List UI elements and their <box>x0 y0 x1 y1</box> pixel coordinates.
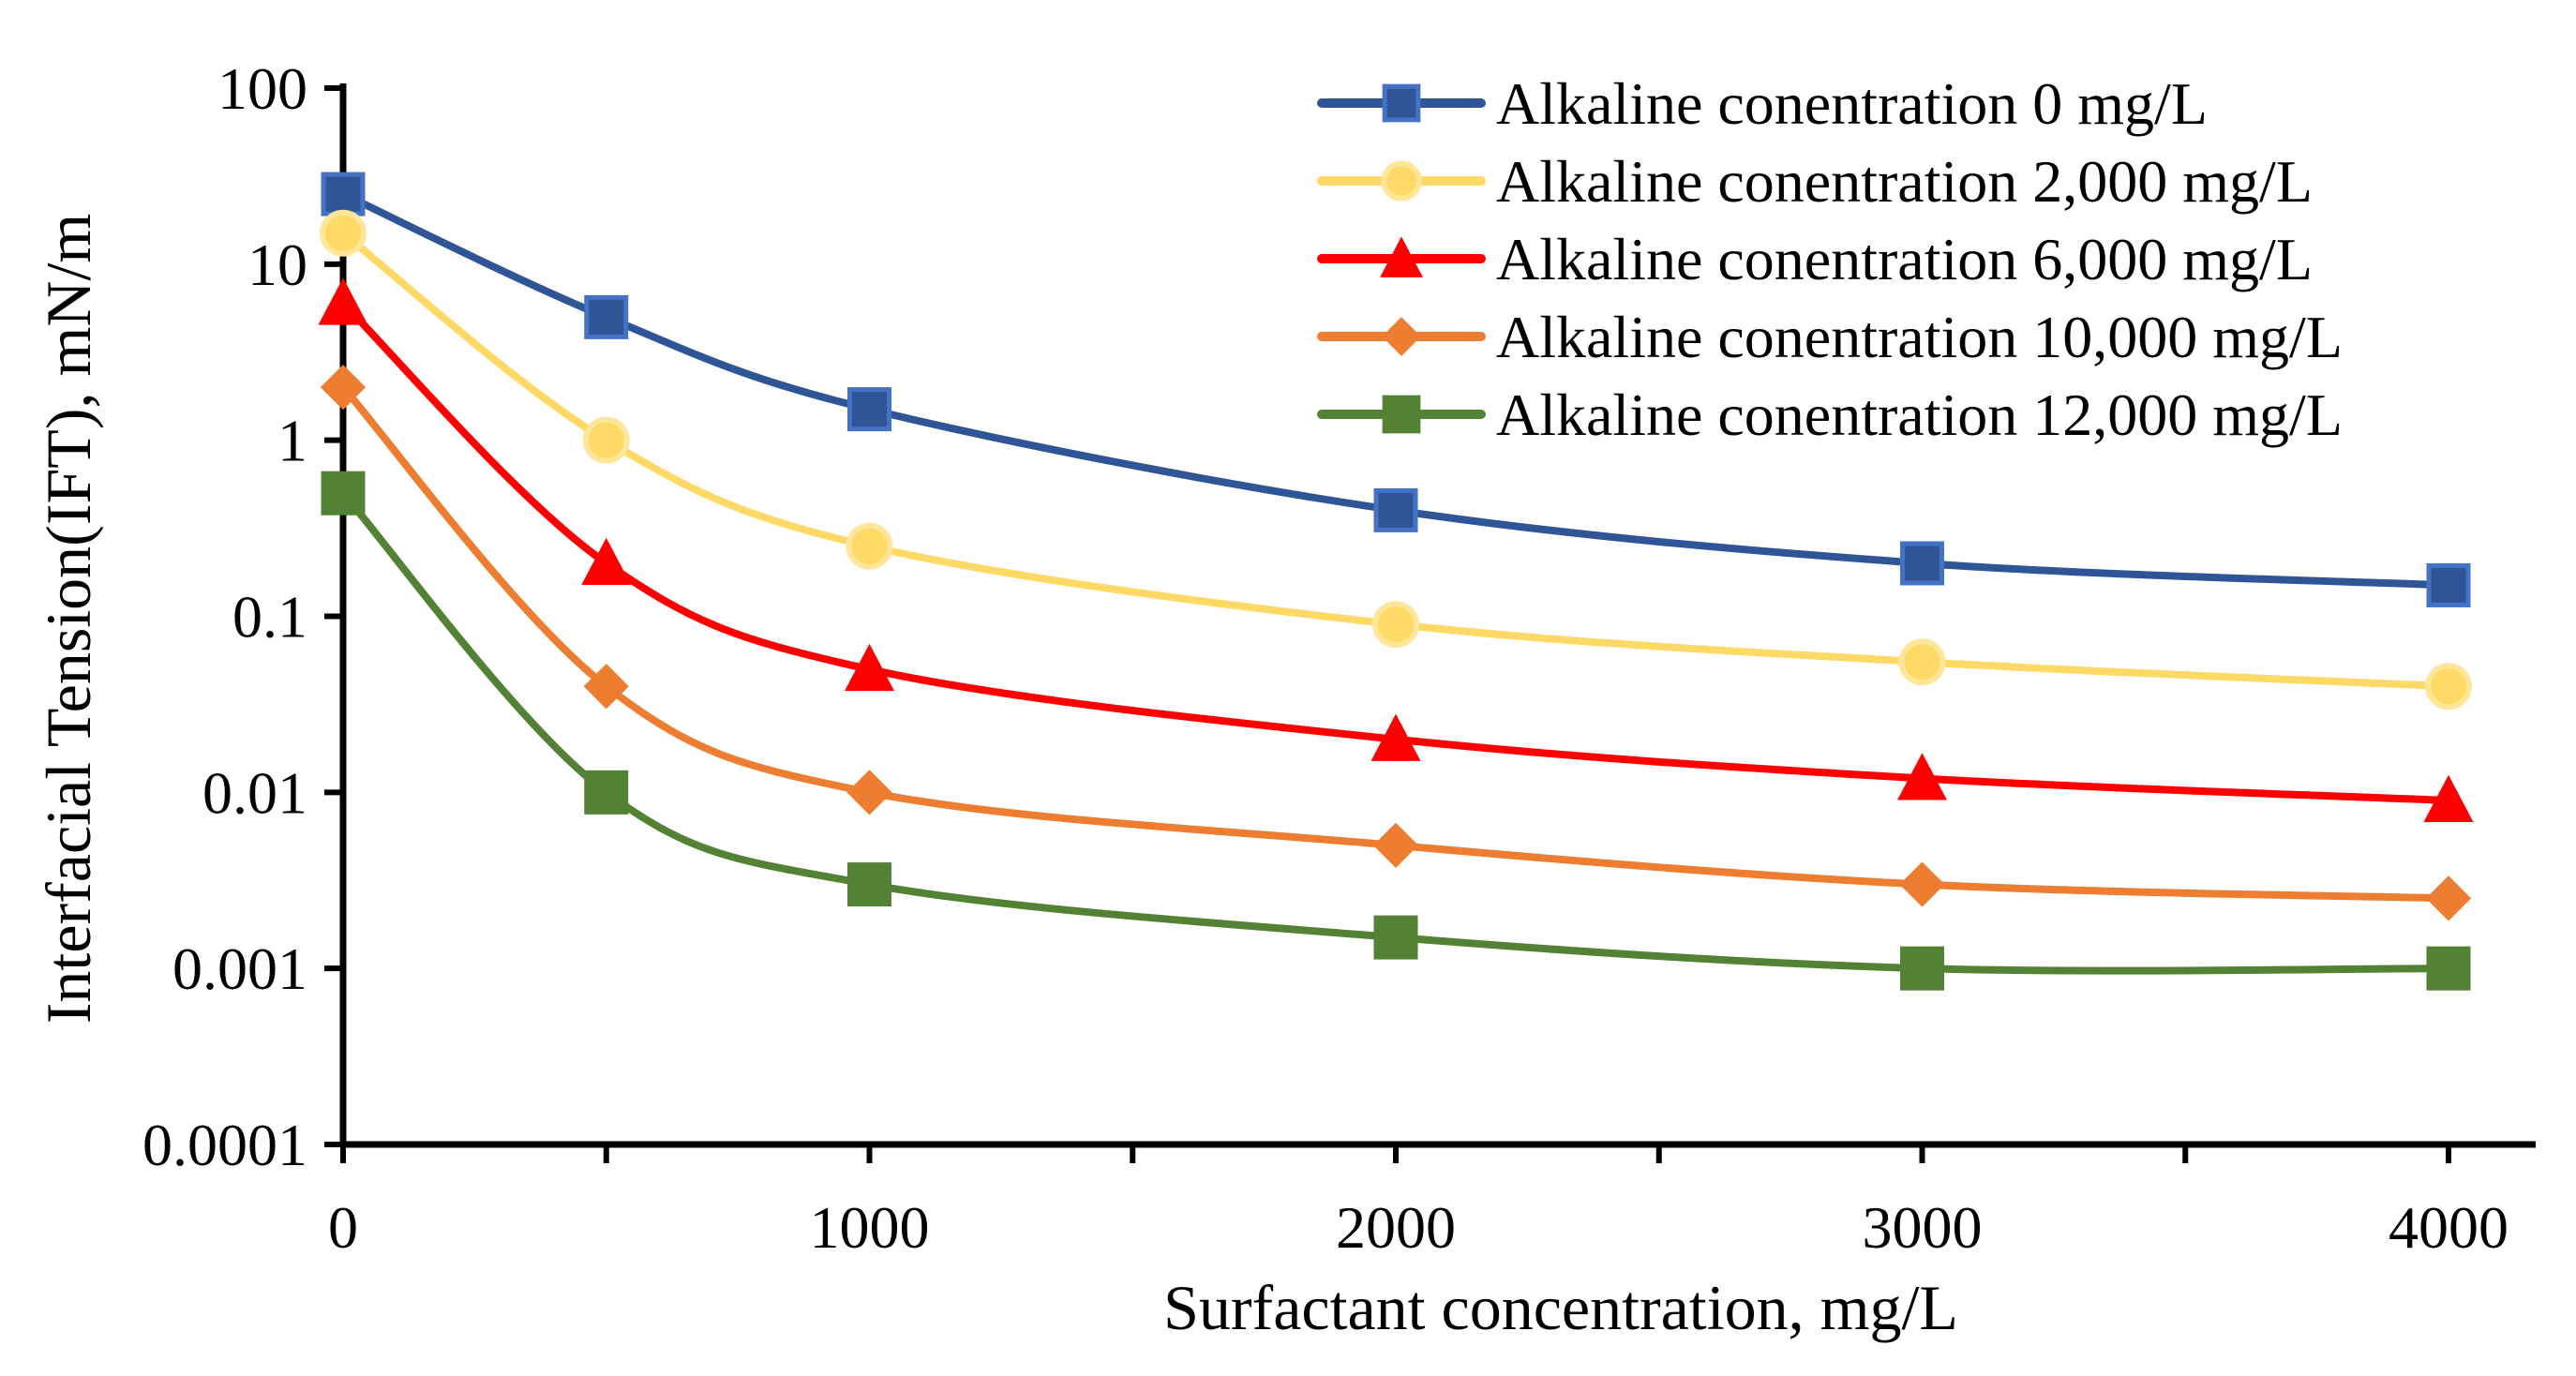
legend-marker <box>1380 236 1423 277</box>
data-point <box>1372 822 1419 868</box>
x-axis-label: Surfactant concentration, mg/L <box>1163 1272 1958 1343</box>
y-tick-label: 0.1 <box>232 584 307 651</box>
series-5 <box>321 471 2471 991</box>
series-layer <box>318 172 2474 991</box>
x-tick-label: 1000 <box>810 1194 930 1261</box>
legend-label: Alkaline conentration 10,000 mg/L <box>1496 304 2343 370</box>
x-tick-label: 4000 <box>2389 1194 2509 1261</box>
data-point <box>846 770 892 815</box>
data-point <box>845 643 894 692</box>
data-point <box>2426 946 2471 991</box>
series-2 <box>320 209 2472 710</box>
data-point <box>581 537 632 586</box>
y-tick-label: 0.001 <box>172 935 307 1002</box>
x-tick-label: 0 <box>328 1194 358 1261</box>
y-axis-label: Interfacial Tension(IFT), mN/m <box>33 214 104 1025</box>
legend-marker <box>1382 83 1421 123</box>
data-point <box>847 862 891 907</box>
y-tick-label: 10 <box>247 232 307 298</box>
data-point <box>318 277 368 325</box>
data-point <box>1899 861 1945 907</box>
data-point <box>846 522 893 570</box>
legend-label: Alkaline conentration 0 mg/L <box>1496 70 2208 137</box>
legend-marker <box>1382 395 1421 434</box>
data-point <box>1373 915 1418 960</box>
series-3 <box>318 277 2474 823</box>
data-point <box>584 294 629 339</box>
series-4 <box>320 365 2472 921</box>
series-line <box>339 299 2452 804</box>
data-point <box>321 471 366 516</box>
data-point <box>1373 487 1418 532</box>
series-1 <box>321 172 2471 607</box>
data-point <box>1900 946 1944 991</box>
y-tick-label: 0.0001 <box>142 1112 307 1178</box>
data-point <box>1372 601 1419 649</box>
x-tick-label: 3000 <box>1863 1194 1983 1261</box>
legend-marker <box>1382 317 1421 356</box>
legend: Alkaline conentration 0 mg/L Alkaline con… <box>1317 70 2343 448</box>
data-point <box>2426 562 2471 607</box>
data-point <box>582 416 630 464</box>
legend-label: Alkaline conentration 2,000 mg/L <box>1496 148 2313 215</box>
data-point <box>2423 774 2474 823</box>
legend-label: Alkaline conentration 12,000 mg/L <box>1496 381 2343 448</box>
data-point <box>320 209 367 257</box>
y-tick-label: 1 <box>277 408 307 474</box>
y-tick-label: 0.01 <box>202 759 307 826</box>
data-point <box>1898 638 1946 686</box>
data-point <box>2425 875 2472 921</box>
x-tick-label: 2000 <box>1336 1194 1456 1261</box>
legend-item: Alkaline conentration 6,000 mg/L <box>1317 226 2313 292</box>
data-point <box>2425 663 2472 710</box>
legend-label: Alkaline conentration 6,000 mg/L <box>1496 226 2313 292</box>
data-point <box>847 387 891 432</box>
legend-item: Alkaline conentration 0 mg/L <box>1317 70 2208 137</box>
data-point <box>583 664 629 710</box>
legend-item: Alkaline conentration 12,000 mg/L <box>1317 381 2343 448</box>
data-point <box>320 365 367 411</box>
data-point <box>1370 713 1421 761</box>
legend-item: Alkaline conentration 10,000 mg/L <box>1317 304 2343 370</box>
series-line <box>339 383 2452 903</box>
legend-marker <box>1381 160 1422 202</box>
data-point <box>321 172 366 217</box>
data-point <box>1897 753 1947 800</box>
series-line <box>339 489 2452 975</box>
legend-item: Alkaline conentration 2,000 mg/L <box>1317 148 2313 215</box>
data-point <box>584 770 629 815</box>
y-tick-label: 100 <box>217 55 307 122</box>
data-point <box>1900 541 1944 586</box>
